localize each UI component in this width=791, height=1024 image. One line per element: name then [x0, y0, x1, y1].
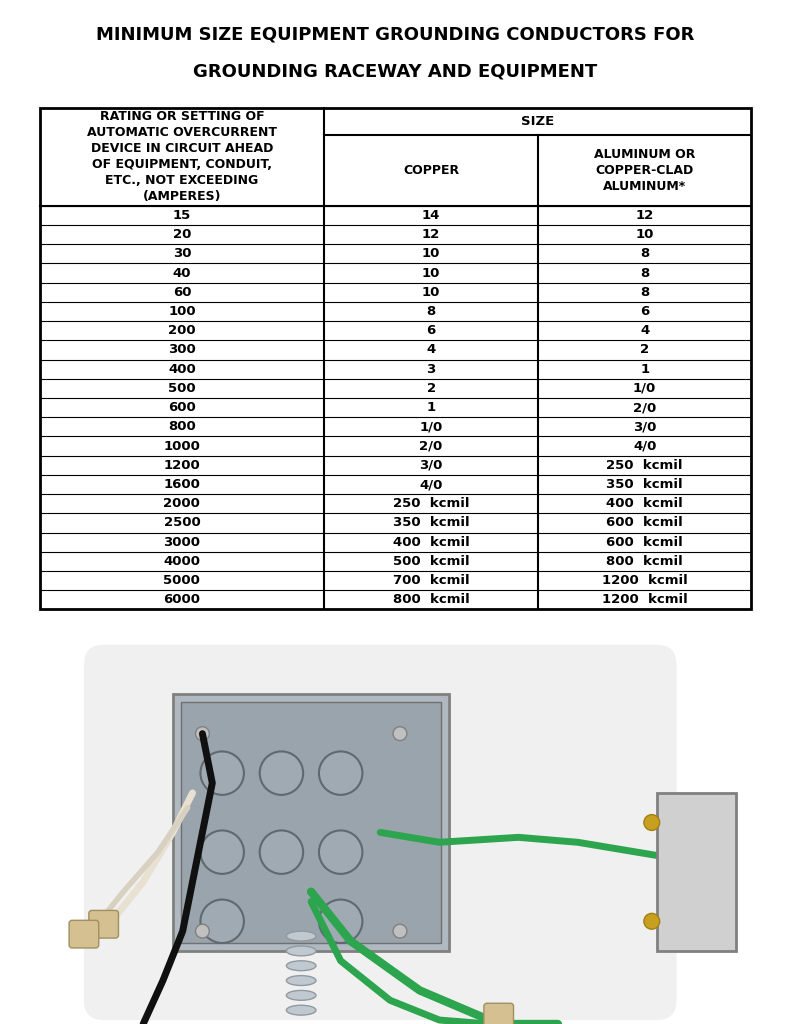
Circle shape — [200, 830, 244, 873]
Text: ALUMINUM OR
COPPER-CLAD
ALUMINUM*: ALUMINUM OR COPPER-CLAD ALUMINUM* — [594, 148, 695, 193]
Text: 10: 10 — [422, 286, 441, 299]
FancyBboxPatch shape — [484, 1004, 513, 1024]
Text: 350  kcmil: 350 kcmil — [393, 516, 469, 529]
Text: SIZE: SIZE — [521, 115, 554, 128]
Circle shape — [195, 727, 210, 740]
Text: 1/0: 1/0 — [419, 420, 443, 433]
Circle shape — [319, 752, 362, 795]
Circle shape — [644, 913, 660, 929]
Text: 1: 1 — [426, 401, 436, 414]
Text: 12: 12 — [635, 209, 654, 222]
Text: GROUNDING RACEWAY AND EQUIPMENT: GROUNDING RACEWAY AND EQUIPMENT — [193, 62, 598, 80]
Text: 500: 500 — [168, 382, 195, 395]
Text: 100: 100 — [168, 305, 195, 318]
Text: 350  kcmil: 350 kcmil — [607, 478, 683, 492]
Circle shape — [319, 830, 362, 873]
Bar — [172, 694, 449, 951]
Text: 2500: 2500 — [164, 516, 200, 529]
Text: 5000: 5000 — [164, 574, 200, 587]
Circle shape — [393, 925, 407, 938]
Text: 1200: 1200 — [164, 459, 200, 472]
Text: 4: 4 — [640, 325, 649, 337]
Bar — [657, 793, 736, 951]
Text: RATING OR SETTING OF
AUTOMATIC OVERCURRENT
DEVICE IN CIRCUIT AHEAD
OF EQUIPMENT,: RATING OR SETTING OF AUTOMATIC OVERCURRE… — [87, 111, 277, 204]
Text: 500  kcmil: 500 kcmil — [393, 555, 469, 568]
Text: 15: 15 — [172, 209, 191, 222]
Text: 400  kcmil: 400 kcmil — [392, 536, 470, 549]
Text: 400: 400 — [168, 362, 196, 376]
Circle shape — [259, 830, 303, 873]
Text: 2/0: 2/0 — [419, 439, 443, 453]
FancyBboxPatch shape — [69, 921, 99, 948]
Text: 2: 2 — [640, 343, 649, 356]
Text: 2/0: 2/0 — [633, 401, 657, 414]
Bar — [180, 702, 441, 943]
Text: 12: 12 — [422, 228, 441, 241]
Text: 8: 8 — [640, 248, 649, 260]
Text: 3000: 3000 — [164, 536, 200, 549]
Text: 4000: 4000 — [164, 555, 200, 568]
Circle shape — [319, 899, 362, 943]
Text: 3: 3 — [426, 362, 436, 376]
Circle shape — [644, 815, 660, 830]
Text: 10: 10 — [635, 228, 654, 241]
Ellipse shape — [286, 1006, 316, 1015]
Text: 250  kcmil: 250 kcmil — [607, 459, 683, 472]
Circle shape — [200, 899, 244, 943]
Ellipse shape — [286, 961, 316, 971]
Text: 40: 40 — [172, 266, 191, 280]
Text: 800  kcmil: 800 kcmil — [606, 555, 683, 568]
Text: 8: 8 — [426, 305, 436, 318]
Text: 8: 8 — [640, 286, 649, 299]
Text: 1600: 1600 — [164, 478, 200, 492]
Text: 600  kcmil: 600 kcmil — [606, 516, 683, 529]
Text: 2: 2 — [426, 382, 436, 395]
FancyBboxPatch shape — [89, 910, 119, 938]
Ellipse shape — [286, 946, 316, 955]
Text: 1200  kcmil: 1200 kcmil — [602, 574, 687, 587]
Text: 3/0: 3/0 — [419, 459, 443, 472]
Text: MINIMUM SIZE EQUIPMENT GROUNDING CONDUCTORS FOR: MINIMUM SIZE EQUIPMENT GROUNDING CONDUCT… — [97, 26, 694, 43]
Text: 30: 30 — [172, 248, 191, 260]
Text: COPPER: COPPER — [403, 164, 459, 177]
Circle shape — [200, 752, 244, 795]
Text: 300: 300 — [168, 343, 196, 356]
Text: 6: 6 — [426, 325, 436, 337]
Text: 600  kcmil: 600 kcmil — [606, 536, 683, 549]
Circle shape — [393, 727, 407, 740]
Text: 1: 1 — [640, 362, 649, 376]
Text: 1/0: 1/0 — [633, 382, 657, 395]
Text: 3/0: 3/0 — [633, 420, 657, 433]
Text: 800  kcmil: 800 kcmil — [392, 593, 470, 606]
Text: 60: 60 — [172, 286, 191, 299]
Text: 4/0: 4/0 — [419, 478, 443, 492]
Text: 6000: 6000 — [164, 593, 200, 606]
Circle shape — [195, 925, 210, 938]
Text: 10: 10 — [422, 266, 441, 280]
Text: 800: 800 — [168, 420, 196, 433]
Ellipse shape — [286, 990, 316, 1000]
Text: 400  kcmil: 400 kcmil — [606, 498, 683, 510]
Text: 20: 20 — [172, 228, 191, 241]
Text: 4/0: 4/0 — [633, 439, 657, 453]
Bar — [40, 108, 751, 609]
Text: 1000: 1000 — [164, 439, 200, 453]
Text: 700  kcmil: 700 kcmil — [393, 574, 469, 587]
Text: 2000: 2000 — [164, 498, 200, 510]
Text: 10: 10 — [422, 248, 441, 260]
Text: 200: 200 — [168, 325, 195, 337]
Text: 6: 6 — [640, 305, 649, 318]
Ellipse shape — [286, 976, 316, 985]
Text: 14: 14 — [422, 209, 441, 222]
Text: 1200  kcmil: 1200 kcmil — [602, 593, 687, 606]
Text: 600: 600 — [168, 401, 196, 414]
FancyBboxPatch shape — [84, 645, 676, 1020]
Text: 250  kcmil: 250 kcmil — [393, 498, 469, 510]
Circle shape — [259, 752, 303, 795]
Text: 4: 4 — [426, 343, 436, 356]
Text: 8: 8 — [640, 266, 649, 280]
Ellipse shape — [286, 931, 316, 941]
